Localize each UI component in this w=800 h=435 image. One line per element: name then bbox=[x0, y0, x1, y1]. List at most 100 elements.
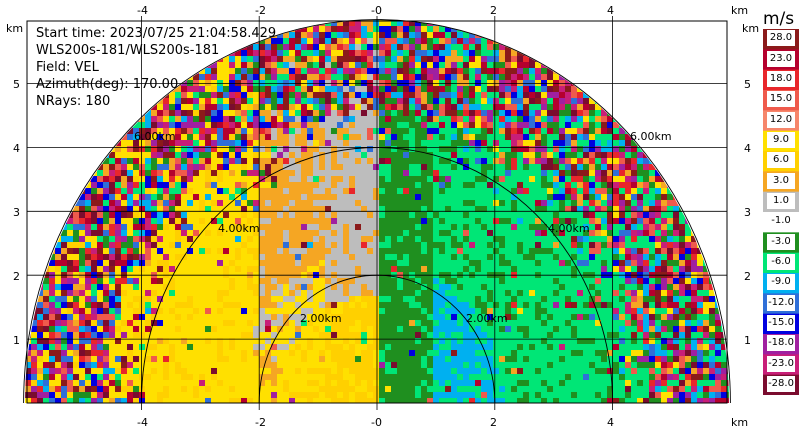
velocity-cell bbox=[673, 230, 679, 236]
velocity-cell bbox=[625, 146, 631, 152]
velocity-cell bbox=[583, 212, 589, 218]
velocity-cell bbox=[349, 56, 355, 62]
velocity-cell bbox=[361, 80, 367, 86]
velocity-cell bbox=[493, 344, 499, 350]
velocity-cell bbox=[289, 80, 295, 86]
velocity-cell bbox=[655, 242, 661, 248]
velocity-cell bbox=[433, 92, 439, 98]
velocity-cell bbox=[157, 248, 163, 254]
velocity-cell bbox=[715, 344, 721, 350]
velocity-cell bbox=[313, 314, 319, 320]
velocity-cell bbox=[379, 56, 385, 62]
velocity-cell bbox=[349, 218, 355, 224]
velocity-cell bbox=[487, 236, 493, 242]
velocity-cell bbox=[385, 302, 391, 308]
velocity-cell bbox=[289, 68, 295, 74]
velocity-cell bbox=[73, 284, 79, 290]
velocity-cell bbox=[127, 320, 133, 326]
velocity-cell bbox=[685, 224, 691, 230]
velocity-cell bbox=[235, 50, 241, 56]
velocity-cell bbox=[319, 176, 325, 182]
velocity-cell bbox=[613, 314, 619, 320]
velocity-cell bbox=[463, 164, 469, 170]
velocity-cell bbox=[235, 98, 241, 104]
velocity-cell bbox=[169, 170, 175, 176]
velocity-cell bbox=[565, 314, 571, 320]
velocity-cell bbox=[565, 194, 571, 200]
velocity-cell bbox=[253, 146, 259, 152]
velocity-cell bbox=[283, 344, 289, 350]
velocity-cell bbox=[229, 320, 235, 326]
velocity-cell bbox=[565, 104, 571, 110]
velocity-cell bbox=[403, 296, 409, 302]
velocity-cell bbox=[433, 38, 439, 44]
velocity-cell bbox=[301, 218, 307, 224]
velocity-cell bbox=[367, 86, 373, 92]
velocity-cell bbox=[655, 314, 661, 320]
velocity-cell bbox=[121, 152, 127, 158]
velocity-cell bbox=[337, 176, 343, 182]
velocity-cell bbox=[571, 128, 577, 134]
velocity-cell bbox=[301, 170, 307, 176]
velocity-cell bbox=[385, 212, 391, 218]
velocity-cell bbox=[493, 230, 499, 236]
velocity-cell bbox=[457, 38, 463, 44]
velocity-cell bbox=[259, 212, 265, 218]
velocity-cell bbox=[85, 296, 91, 302]
velocity-cell bbox=[313, 158, 319, 164]
velocity-cell bbox=[493, 170, 499, 176]
velocity-cell bbox=[301, 80, 307, 86]
velocity-cell bbox=[307, 92, 313, 98]
velocity-cell bbox=[703, 278, 709, 284]
velocity-cell bbox=[67, 278, 73, 284]
velocity-cell bbox=[199, 290, 205, 296]
velocity-cell bbox=[601, 206, 607, 212]
velocity-cell bbox=[79, 284, 85, 290]
velocity-cell bbox=[469, 212, 475, 218]
velocity-cell bbox=[115, 218, 121, 224]
velocity-cell bbox=[577, 230, 583, 236]
velocity-cell bbox=[307, 194, 313, 200]
velocity-cell bbox=[187, 260, 193, 266]
velocity-cell bbox=[295, 296, 301, 302]
velocity-cell bbox=[73, 254, 79, 260]
velocity-cell bbox=[349, 290, 355, 296]
velocity-cell bbox=[571, 326, 577, 332]
velocity-cell bbox=[181, 344, 187, 350]
velocity-cell bbox=[187, 308, 193, 314]
velocity-cell bbox=[505, 254, 511, 260]
velocity-cell bbox=[493, 122, 499, 128]
velocity-cell bbox=[67, 266, 73, 272]
velocity-cell bbox=[547, 134, 553, 140]
velocity-cell bbox=[673, 308, 679, 314]
velocity-cell bbox=[631, 236, 637, 242]
velocity-cell bbox=[415, 26, 421, 32]
velocity-cell bbox=[565, 128, 571, 134]
velocity-cell bbox=[529, 308, 535, 314]
velocity-cell bbox=[469, 290, 475, 296]
velocity-cell bbox=[139, 302, 145, 308]
velocity-cell bbox=[313, 260, 319, 266]
velocity-cell bbox=[631, 296, 637, 302]
velocity-cell bbox=[103, 302, 109, 308]
velocity-cell bbox=[193, 218, 199, 224]
velocity-cell bbox=[193, 98, 199, 104]
velocity-cell bbox=[349, 224, 355, 230]
velocity-cell bbox=[187, 242, 193, 248]
velocity-cell bbox=[277, 194, 283, 200]
velocity-cell bbox=[127, 332, 133, 338]
velocity-cell bbox=[373, 68, 379, 74]
velocity-cell bbox=[637, 176, 643, 182]
velocity-cell bbox=[583, 182, 589, 188]
velocity-cell bbox=[613, 296, 619, 302]
velocity-cell bbox=[313, 248, 319, 254]
velocity-cell bbox=[79, 332, 85, 338]
velocity-cell bbox=[457, 278, 463, 284]
velocity-cell bbox=[451, 230, 457, 236]
velocity-cell bbox=[205, 278, 211, 284]
velocity-cell bbox=[301, 254, 307, 260]
velocity-cell bbox=[331, 344, 337, 350]
velocity-cell bbox=[301, 260, 307, 266]
velocity-cell bbox=[133, 218, 139, 224]
velocity-cell bbox=[343, 206, 349, 212]
